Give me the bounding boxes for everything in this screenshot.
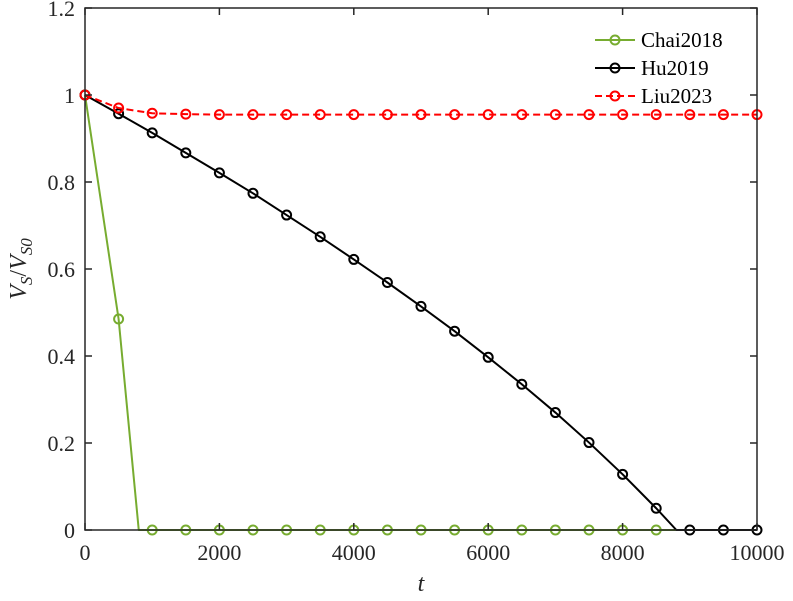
data-point-liu2023-3: [180, 108, 192, 120]
data-point-hu2019-13: [516, 378, 528, 390]
data-point-hu2019-6: [281, 209, 293, 221]
data-point-liu2023-4: [213, 109, 225, 121]
x-tick-label-0: 0: [80, 540, 91, 565]
data-point-hu2019-12: [482, 351, 494, 363]
series-line-hu2019: [84, 94, 757, 531]
data-point-liu2023-9: [381, 109, 393, 121]
data-point-hu2019-11: [449, 325, 461, 337]
y-axis-title: VS/VS0: [6, 238, 36, 300]
data-point-liu2023-7: [314, 109, 326, 121]
y-tick-label-3: 0.6: [48, 257, 76, 282]
legend: Chai2018 Hu2019 Liu2023: [595, 28, 723, 108]
plot-area: [85, 8, 757, 530]
y-tick-label-6: 1.2: [48, 0, 76, 21]
data-point-hu2019-15: [583, 437, 595, 449]
y-axis-title-denom: V: [6, 253, 32, 270]
data-point-hu2019-4: [213, 167, 225, 179]
legend-label-chai2018: Chai2018: [641, 28, 723, 52]
data-point-liu2023-6: [281, 109, 293, 121]
data-point-liu2023-11: [449, 109, 461, 121]
data-point-hu2019-3: [180, 147, 192, 159]
data-point-liu2023-10: [415, 109, 427, 121]
data-point-liu2023-13: [516, 109, 528, 121]
legend-label-liu2023: Liu2023: [641, 84, 712, 108]
data-point-liu2023-8: [348, 109, 360, 121]
y-tick-label-0: 0: [64, 518, 75, 543]
y-axis-title-main-sub: S: [17, 276, 36, 285]
data-point-liu2023-2: [146, 107, 158, 119]
data-point-hu2019-9: [381, 276, 393, 288]
series-line-liu2023: [84, 94, 757, 116]
data-point-liu2023-14: [549, 109, 561, 121]
x-tick-label-2: 4000: [332, 540, 376, 565]
y-tick-label-1: 0.2: [48, 431, 76, 456]
ticks-layer: 0 2000 4000 6000 8000 10000 0 0.2 0.4 0.6 0.8 1 1.2: [48, 0, 785, 565]
data-point-liu2023-17: [650, 109, 662, 121]
data-point-hu2019-10: [415, 300, 427, 312]
x-axis-title: t: [418, 571, 426, 597]
data-point-hu2019-14: [549, 407, 561, 419]
legend-marker-liu2023: [609, 90, 621, 102]
data-point-liu2023-19: [717, 109, 729, 121]
data-point-hu2019-2: [146, 127, 158, 139]
data-point-liu2023-15: [583, 109, 595, 121]
data-point-chai2018-1: [113, 313, 125, 325]
data-point-hu2019-17: [650, 502, 662, 514]
data-point-hu2019-1: [113, 108, 125, 120]
data-point-liu2023-16: [617, 109, 629, 121]
y-axis-title-main: V: [6, 283, 32, 300]
data-point-hu2019-5: [247, 187, 259, 199]
y-axis-title-denom-sub: S0: [17, 238, 36, 256]
legend-label-hu2019: Hu2019: [641, 56, 709, 80]
legend-marker-chai2018: [609, 34, 621, 46]
data-point-liu2023-5: [247, 109, 259, 121]
data-point-hu2019-8: [348, 253, 360, 265]
x-tick-label-3: 6000: [466, 540, 510, 565]
x-tick-label-5: 10000: [730, 540, 785, 565]
data-point-liu2023-1: [113, 102, 125, 114]
data-point-liu2023-12: [482, 109, 494, 121]
x-tick-label-1: 2000: [197, 540, 241, 565]
data-point-hu2019-16: [617, 468, 629, 480]
data-point-liu2023-18: [684, 109, 696, 121]
y-tick-label-4: 0.8: [48, 170, 76, 195]
legend-marker-hu2019: [609, 62, 621, 74]
y-tick-label-2: 0.4: [48, 344, 76, 369]
x-tick-label-4: 8000: [601, 540, 645, 565]
y-tick-label-5: 1: [64, 83, 75, 108]
y-axis-title-separator: /: [6, 270, 32, 277]
data-point-hu2019-7: [314, 231, 326, 243]
